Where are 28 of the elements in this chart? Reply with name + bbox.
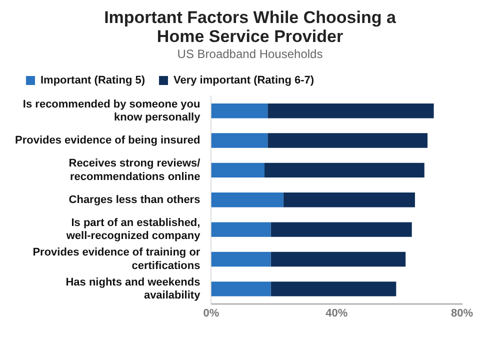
- bar: [270, 252, 406, 267]
- bar: [211, 133, 268, 148]
- y-tick-label: Charges less than others: [68, 194, 200, 206]
- y-tick-label: Provides evidence of being insured: [15, 134, 200, 147]
- bar: [270, 222, 412, 237]
- x-tick-label: 40%: [326, 307, 348, 320]
- x-tick-label: 0%: [203, 307, 220, 320]
- chart-title: Important Factors While Choosing a Home Service Provider: [103, 8, 397, 46]
- bar: [264, 162, 424, 178]
- y-tick-label: Receives strong reviews/ recommendations online: [68, 158, 200, 183]
- x-tick-label: 80%: [450, 307, 474, 320]
- y-tick-label: Has nights and weekends availability: [66, 276, 202, 302]
- bar: [268, 133, 428, 148]
- y-tick-label: Provides evidence of training or certifications: [32, 246, 201, 272]
- bar: [283, 192, 415, 208]
- y-tick-label: Is recommended by someone you know personally: [22, 98, 202, 124]
- bar: [211, 103, 268, 118]
- legend-label: Important (Rating 5): [40, 74, 146, 87]
- bar: [268, 103, 434, 118]
- bar: [211, 192, 284, 208]
- bar: [211, 252, 271, 267]
- bar: [211, 282, 271, 296]
- bar: [211, 222, 271, 237]
- bar: [211, 162, 265, 178]
- legend-label: Very important (Rating 6-7): [173, 74, 314, 87]
- y-tick-label: Is part of an established, well-recognized company: [65, 217, 202, 242]
- chart-subtitle: US Broadband Households: [176, 47, 324, 61]
- bar: [270, 282, 396, 296]
